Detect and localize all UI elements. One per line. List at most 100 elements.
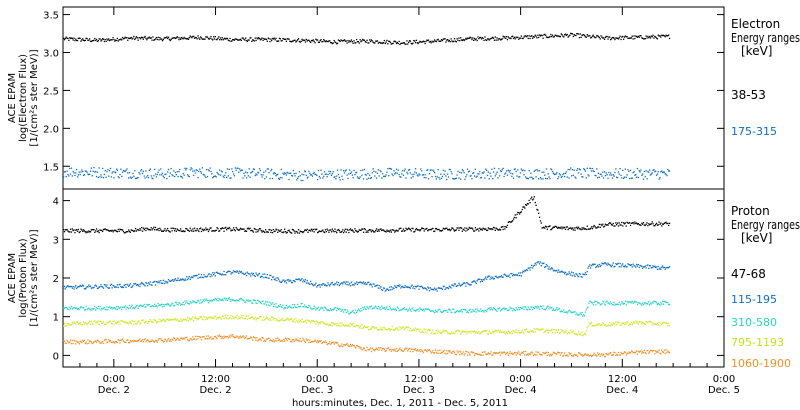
data-point	[534, 262, 536, 264]
data-point	[75, 38, 77, 40]
data-point	[138, 37, 140, 39]
data-point	[468, 226, 470, 229]
data-point	[512, 353, 515, 355]
data-point	[193, 230, 195, 232]
data-point	[616, 37, 619, 39]
data-point	[150, 37, 152, 39]
data-point	[366, 306, 368, 308]
electron-legend-title-2: Energy ranges	[731, 31, 800, 45]
data-point	[237, 39, 239, 41]
data-point	[456, 227, 458, 229]
data-point	[486, 276, 489, 278]
data-point	[276, 318, 278, 320]
data-point	[297, 38, 300, 40]
data-point	[521, 37, 523, 39]
data-point	[569, 332, 571, 334]
data-point	[644, 302, 646, 304]
data-point	[182, 301, 184, 304]
data-point	[300, 340, 302, 343]
data-point	[117, 306, 119, 308]
data-point	[123, 232, 125, 234]
data-point	[532, 178, 534, 180]
data-point	[653, 266, 655, 268]
data-point	[177, 338, 179, 340]
data-point	[295, 338, 297, 340]
data-point	[296, 306, 298, 309]
data-point	[596, 323, 598, 325]
data-point	[108, 339, 110, 341]
data-point	[145, 282, 147, 284]
data-point	[554, 309, 556, 312]
data-point	[279, 176, 281, 179]
data-point	[134, 322, 137, 325]
data-point	[419, 174, 421, 176]
data-point	[99, 38, 101, 40]
data-point	[646, 222, 648, 224]
data-point	[183, 36, 185, 38]
data-point	[421, 174, 424, 176]
data-point	[626, 36, 628, 38]
data-point	[68, 175, 70, 177]
data-point	[103, 323, 105, 325]
data-point	[640, 303, 642, 305]
data-point	[142, 305, 144, 307]
data-point	[411, 227, 413, 229]
data-point	[406, 40, 408, 42]
data-point	[525, 176, 527, 178]
data-point	[440, 310, 442, 312]
data-point	[403, 230, 405, 232]
data-point	[336, 232, 338, 234]
data-point	[542, 178, 544, 180]
data-point	[154, 284, 157, 286]
data-point	[501, 226, 503, 228]
data-point	[384, 230, 386, 233]
data-point	[520, 168, 522, 170]
data-point	[193, 174, 195, 177]
data-point	[305, 306, 307, 308]
data-point	[389, 289, 392, 291]
data-point	[165, 37, 167, 39]
data-point	[143, 36, 145, 38]
data-point	[266, 301, 268, 303]
data-point	[77, 174, 79, 176]
data-point	[643, 170, 646, 173]
data-point	[181, 230, 184, 233]
data-point	[437, 38, 439, 40]
data-point	[458, 177, 460, 179]
data-point	[644, 176, 646, 178]
data-point	[567, 355, 569, 357]
data-point	[80, 228, 82, 230]
data-point	[492, 307, 495, 309]
data-point	[68, 39, 70, 41]
data-point	[419, 230, 421, 232]
data-point	[494, 308, 496, 311]
data-point	[64, 229, 66, 231]
data-point	[529, 202, 531, 204]
data-point	[364, 349, 366, 352]
data-point	[179, 339, 181, 341]
data-point	[480, 354, 483, 356]
data-point	[180, 228, 182, 230]
data-point	[148, 341, 151, 343]
data-point	[562, 271, 564, 273]
data-point	[548, 353, 550, 356]
data-point	[387, 168, 389, 170]
data-point	[288, 280, 290, 282]
data-point	[449, 350, 451, 352]
data-point	[566, 273, 568, 275]
data-point	[236, 38, 238, 40]
data-point	[241, 169, 243, 171]
data-point	[638, 321, 640, 323]
data-point	[206, 335, 208, 337]
data-point	[348, 345, 350, 347]
data-point	[218, 173, 220, 176]
data-point	[363, 168, 366, 171]
data-point	[130, 229, 132, 231]
data-point	[355, 283, 357, 285]
data-point	[552, 328, 555, 331]
data-point	[133, 175, 135, 177]
data-point	[493, 278, 496, 280]
data-point	[470, 332, 472, 334]
data-point	[278, 320, 280, 322]
data-point	[510, 221, 512, 223]
